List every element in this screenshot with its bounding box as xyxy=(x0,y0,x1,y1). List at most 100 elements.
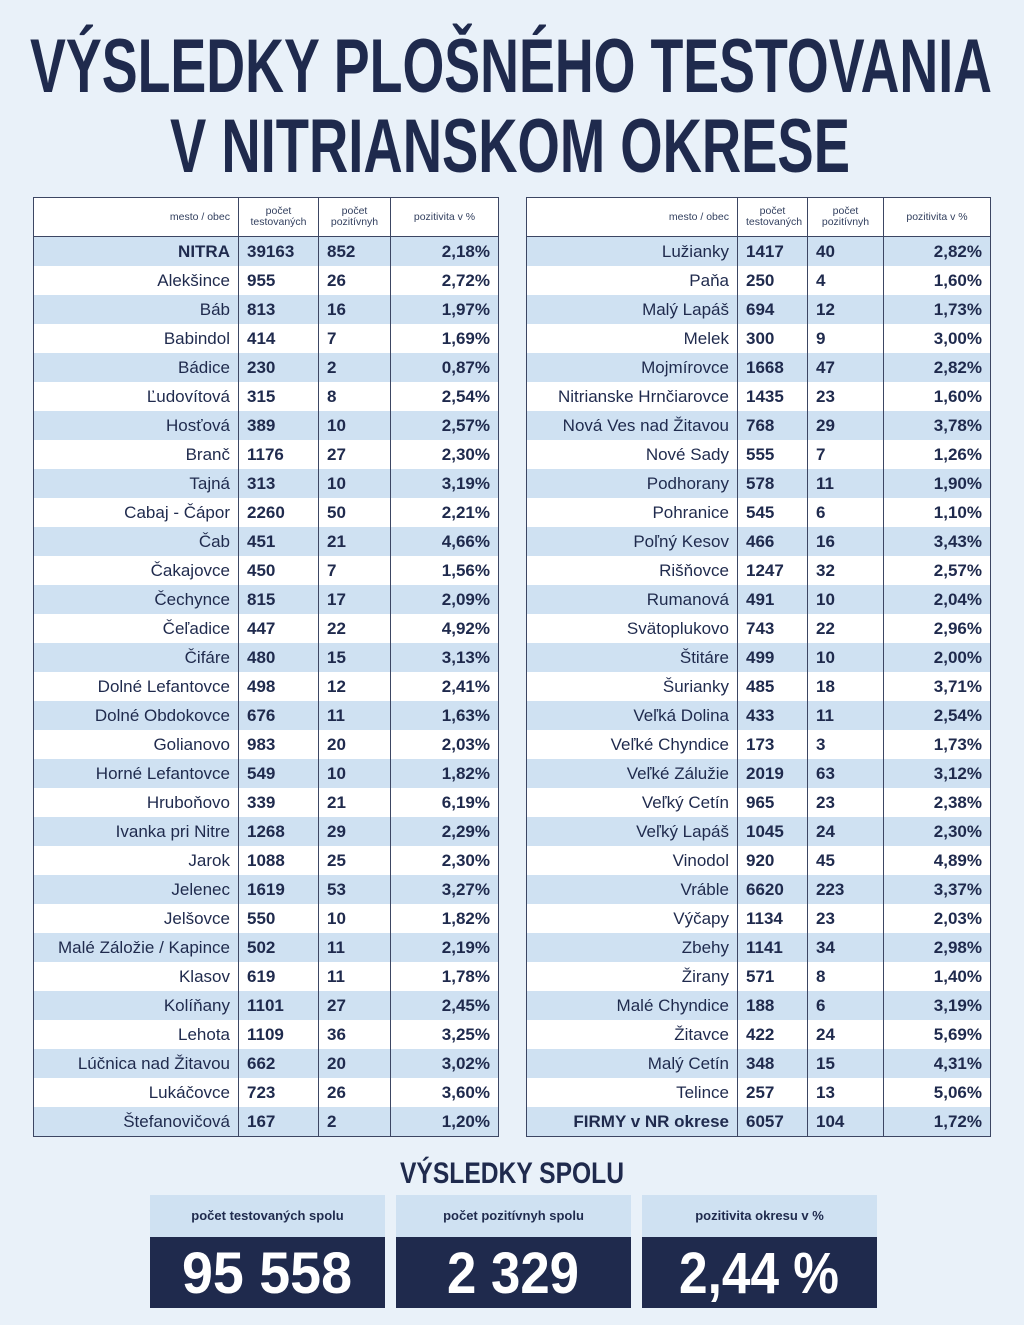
value-cell: 11 xyxy=(318,933,391,962)
municipality-cell: Babindol xyxy=(163,328,230,348)
table-row: Rumanová 491 10 2,04% xyxy=(526,585,991,614)
header-cell: počet testovaných xyxy=(238,197,319,237)
municipality-cell: Klasov xyxy=(178,966,230,986)
value-cell: 2,04% xyxy=(883,585,991,614)
municipality-cell: Nitrianske Hrnčiarovce xyxy=(558,386,729,406)
header-cell: mesto / obec xyxy=(33,197,239,237)
value-cell: 20 xyxy=(318,1049,391,1078)
table-row: Babindol 414 7 1,69% xyxy=(34,324,499,353)
municipality-cell: Malý Cetín xyxy=(526,1049,738,1078)
value-cell: 1,72% xyxy=(883,1107,991,1137)
value-cell: 1,69% xyxy=(390,324,499,353)
value-cell: 1101 xyxy=(238,991,319,1020)
table-row: Malý Cetín 348 15 4,31% xyxy=(526,1049,991,1078)
table-row: Horné Lefantovce 549 10 1,82% xyxy=(33,759,499,788)
value-cell: 2260 xyxy=(238,498,319,527)
value-cell: 315 xyxy=(238,382,319,411)
table-row: Veľká Dolina 433 11 2,54% xyxy=(526,701,991,730)
value-cell: 451 xyxy=(238,527,319,556)
value-cell: 45 xyxy=(807,846,884,875)
table-row: NITRA 39163 852 2,18% xyxy=(33,236,499,266)
value-cell: 3,02% xyxy=(390,1049,499,1078)
value-cell: 2,57% xyxy=(883,556,991,585)
value-cell: 2,09% xyxy=(390,585,499,614)
municipality-cell: Žirany xyxy=(681,966,729,986)
results-table: mesto / obec počet testovaných počet pozit… xyxy=(526,197,991,1137)
table-row: Poľný Kesov 466 16 3,43% xyxy=(526,527,991,556)
municipality-cell: Svätoplukovo xyxy=(626,618,729,638)
table-row: Čechynce 815 17 2,09% xyxy=(33,585,499,614)
value-cell: 1417 xyxy=(737,236,808,266)
value-cell: 8 xyxy=(318,382,391,411)
value-cell: 29 xyxy=(318,817,391,846)
value-cell: 23 xyxy=(807,382,884,411)
value-cell: 466 xyxy=(737,527,808,556)
municipality-cell: FIRMY v NR okrese xyxy=(526,1107,738,1137)
table-row: Hruboňovo 339 21 6,19% xyxy=(34,788,499,817)
value-cell: 3,13% xyxy=(390,643,499,672)
value-cell: 24 xyxy=(807,1020,884,1049)
value-cell: 15 xyxy=(807,1049,884,1078)
value-cell: 4,66% xyxy=(390,527,499,556)
table-row: Čeľadice 447 22 4,92% xyxy=(34,614,499,643)
municipality-cell: Vinodol xyxy=(672,850,729,870)
municipality-cell: Horné Lefantovce xyxy=(33,759,239,788)
municipality-cell: Pohranice xyxy=(652,502,729,522)
value-cell: 23 xyxy=(807,904,884,933)
value-cell: 549 xyxy=(238,759,319,788)
value-cell: 18 xyxy=(807,672,884,701)
table-row: Branč 1176 27 2,30% xyxy=(34,440,499,469)
value-cell: 447 xyxy=(238,614,319,643)
value-cell: 10 xyxy=(807,643,884,672)
municipality-cell: Bádice xyxy=(33,353,239,382)
value-cell: 2,54% xyxy=(883,701,991,730)
value-cell: 6 xyxy=(807,498,884,527)
municipality-cell: Dolné Obdokovce xyxy=(33,701,239,730)
table-row: Nová Ves nad Žitavou 768 29 3,78% xyxy=(526,411,991,440)
value-cell: 1045 xyxy=(737,817,808,846)
value-cell: 4,89% xyxy=(883,846,991,875)
value-cell: 5,69% xyxy=(883,1020,991,1049)
table-row: Lúčnica nad Žitavou 662 20 3,02% xyxy=(33,1049,499,1078)
table-row: Malé Záložie / Kapince 502 11 2,19% xyxy=(33,933,499,962)
municipality-cell: Hosťová xyxy=(33,411,239,440)
table-row: Podhorany 578 11 1,90% xyxy=(526,469,991,498)
table-row: Paňa 250 4 1,60% xyxy=(527,266,991,295)
header-cell: počet pozitívnyh xyxy=(318,197,391,237)
value-cell: 3,19% xyxy=(390,469,499,498)
municipality-cell: Alekšince xyxy=(157,270,230,290)
summary-box: pozitivita okresu v % 2,44 % xyxy=(642,1195,877,1308)
header-cell: počet pozitívnyh xyxy=(807,197,884,237)
table-row: Hosťová 389 10 2,57% xyxy=(33,411,499,440)
value-cell: 499 xyxy=(737,643,808,672)
value-cell: 4 xyxy=(807,266,884,295)
municipality-cell: Mojmírovce xyxy=(526,353,738,382)
value-cell: 50 xyxy=(318,498,391,527)
municipality-cell: Čab xyxy=(33,527,239,556)
table-row: Ľudovítová 315 8 2,54% xyxy=(34,382,499,411)
table-row: Pohranice 545 6 1,10% xyxy=(527,498,991,527)
value-cell: 348 xyxy=(737,1049,808,1078)
value-cell: 2,18% xyxy=(390,236,499,266)
value-cell: 1,56% xyxy=(390,556,499,585)
value-cell: 3,43% xyxy=(883,527,991,556)
value-cell: 21 xyxy=(318,527,391,556)
value-cell: 1,10% xyxy=(883,498,991,527)
value-cell: 167 xyxy=(238,1107,319,1137)
municipality-cell: Veľké Zálužie xyxy=(526,759,738,788)
header-row: mesto / obec počet testovaných počet pozit… xyxy=(526,197,991,237)
value-cell: 1,82% xyxy=(390,759,499,788)
value-cell: 173 xyxy=(737,730,808,759)
value-cell: 571 xyxy=(737,962,808,991)
value-cell: 21 xyxy=(318,788,391,817)
value-cell: 2,30% xyxy=(883,817,991,846)
value-cell: 2,21% xyxy=(390,498,499,527)
table-row: Vinodol 920 45 4,89% xyxy=(527,846,991,875)
municipality-cell: Kolíňany xyxy=(33,991,239,1020)
header-row: mesto / obec počet testovaných počet pozit… xyxy=(33,197,499,237)
value-cell: 3 xyxy=(807,730,884,759)
municipality-cell: Rišňovce xyxy=(659,560,729,580)
value-cell: 8 xyxy=(807,962,884,991)
municipality-cell: Malý Lapáš xyxy=(526,295,738,324)
